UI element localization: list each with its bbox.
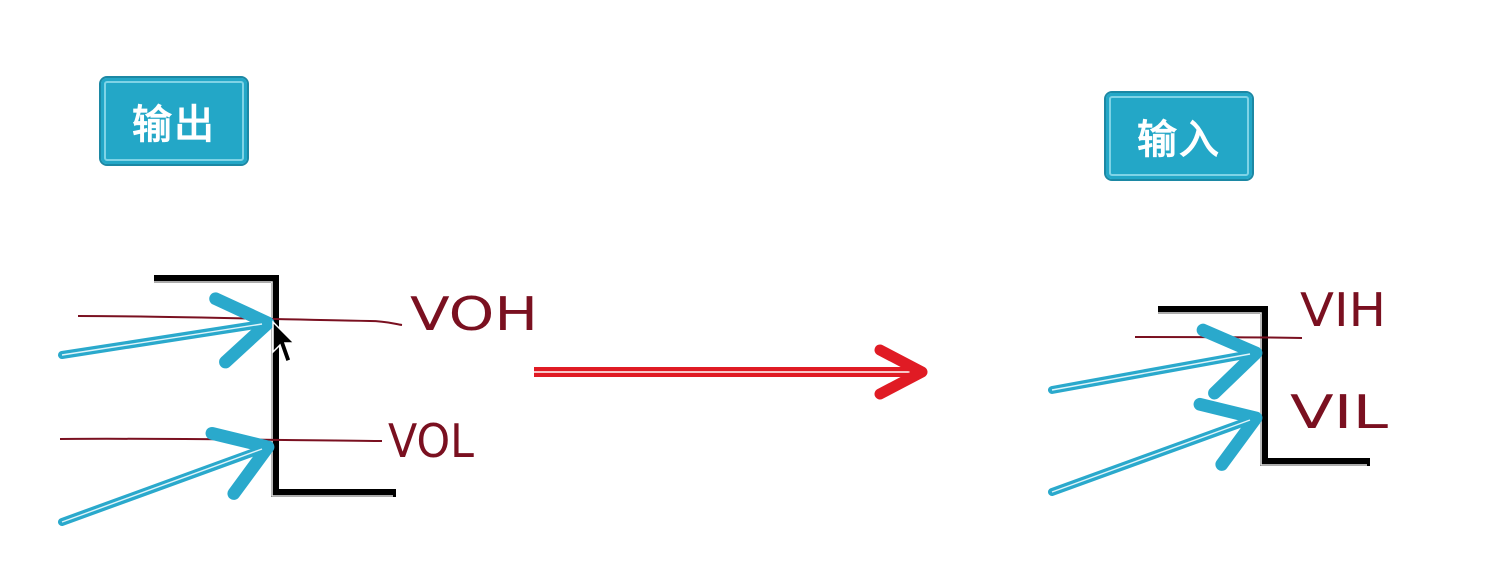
- voh-level-line: [77, 315, 403, 326]
- input-pointer-arrows: [1048, 323, 1263, 496]
- vih-level-line: [1134, 336, 1303, 339]
- input-label-text: 输入: [1137, 117, 1221, 163]
- input-label: 输入: [1106, 93, 1252, 179]
- output-label-text: 输出: [132, 102, 216, 148]
- output-pointer-arrows: [58, 292, 275, 526]
- mouse-cursor-icon: [272, 320, 296, 363]
- voh-label: VOH: [410, 287, 538, 341]
- output-label: 输出: [101, 78, 247, 164]
- vol-level-line: [59, 437, 383, 442]
- vih-label: VIH: [1300, 283, 1386, 337]
- transition-arrow: [534, 344, 928, 400]
- output-waveform: [151, 275, 396, 497]
- vol-label: VOL: [388, 414, 474, 468]
- vil-label: VIL: [1290, 385, 1389, 439]
